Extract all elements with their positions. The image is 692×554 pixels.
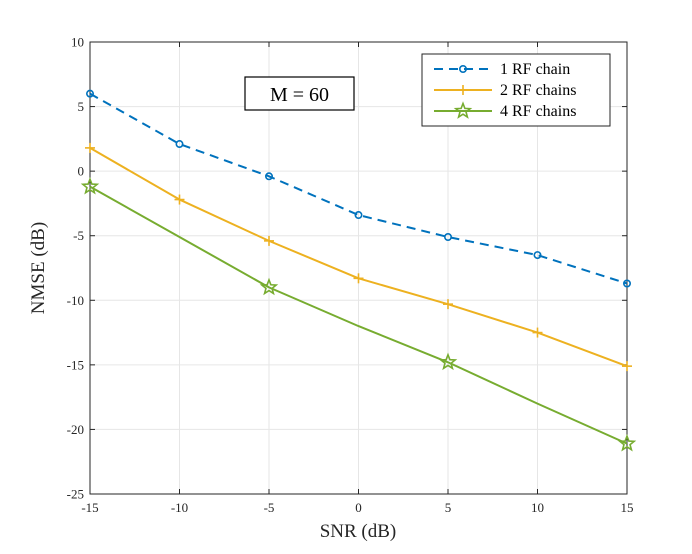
y-tick-label: 5 — [78, 99, 85, 114]
annotation-frame — [244, 76, 355, 111]
data-point-1-rf-chain — [264, 172, 273, 181]
x-tick-label: 10 — [531, 500, 544, 515]
x-tick-label: -10 — [171, 500, 188, 515]
data-point-2-rf-chains — [443, 299, 453, 310]
y-tick-label: -15 — [67, 357, 84, 372]
x-tick-label: -5 — [264, 500, 275, 515]
data-point-4-rf-chains — [259, 277, 279, 296]
legend-entry-2-rf-chains: 2 RF chains — [434, 82, 576, 99]
x-tick-label: -15 — [81, 500, 98, 515]
x-axis-label: SNR (dB) — [320, 521, 397, 542]
y-tick-label: 10 — [71, 35, 84, 50]
series-1-rf-chain — [86, 89, 631, 288]
x-tick-label: 5 — [445, 500, 452, 515]
y-tick-label: -5 — [73, 228, 84, 243]
legend-label-4-rf-chains: 4 RF chains — [500, 103, 576, 120]
legend-marker-2-rf-chains — [458, 85, 468, 95]
data-point-2-rf-chains — [532, 327, 543, 338]
series-line-4-rf-chains — [89, 185, 628, 445]
y-tick-label: -10 — [67, 293, 84, 308]
data-point-2-rf-chains — [622, 361, 632, 372]
data-point-2-rf-chains — [264, 235, 274, 246]
x-tick-label: 15 — [621, 500, 634, 515]
y-tick-label: -20 — [67, 422, 84, 437]
series — [80, 89, 637, 452]
data-point-2-rf-chains — [85, 142, 95, 153]
legend-entry-1-rf-chain: 1 RF chain — [434, 61, 570, 78]
y-tick-label: -25 — [67, 487, 84, 502]
data-point-1-rf-chain — [175, 140, 184, 149]
legend-label-1-rf-chain: 1 RF chain — [500, 61, 570, 78]
data-point-1-rf-chain — [86, 89, 95, 98]
y-axis-label: NMSE (dB) — [28, 222, 49, 314]
legend-label-2-rf-chains: 2 RF chains — [500, 82, 576, 99]
data-point-1-rf-chain — [533, 251, 542, 260]
legend: 1 RF chain 2 RF chains 4 RF chains — [421, 53, 611, 127]
legend-marker-4-rf-chains — [453, 101, 473, 119]
data-point-4-rf-chains — [438, 352, 458, 371]
series-2-rf-chains — [85, 142, 632, 372]
ticks: -15 -10 -5 0 5 10 15 -25 -20 -15 -10 -5 0 5 10 — [67, 35, 634, 516]
y-tick-label: 0 — [78, 164, 85, 179]
series-4-rf-chains — [80, 176, 637, 452]
annotation-box: M = 60 — [244, 76, 355, 111]
legend-marker-1-rf-chain — [458, 65, 467, 74]
data-point-2-rf-chains — [353, 273, 364, 284]
x-tick-label: 0 — [355, 500, 362, 515]
data-point-1-rf-chain — [443, 233, 452, 242]
data-point-2-rf-chains — [174, 194, 185, 205]
data-point-4-rf-chains — [80, 176, 100, 195]
data-point-1-rf-chain — [622, 279, 631, 288]
data-point-4-rf-chains — [617, 433, 637, 452]
annotation-label: M = 60 — [270, 84, 329, 106]
legend-entry-4-rf-chains: 4 RF chains — [434, 101, 576, 120]
data-point-1-rf-chain — [354, 211, 363, 220]
